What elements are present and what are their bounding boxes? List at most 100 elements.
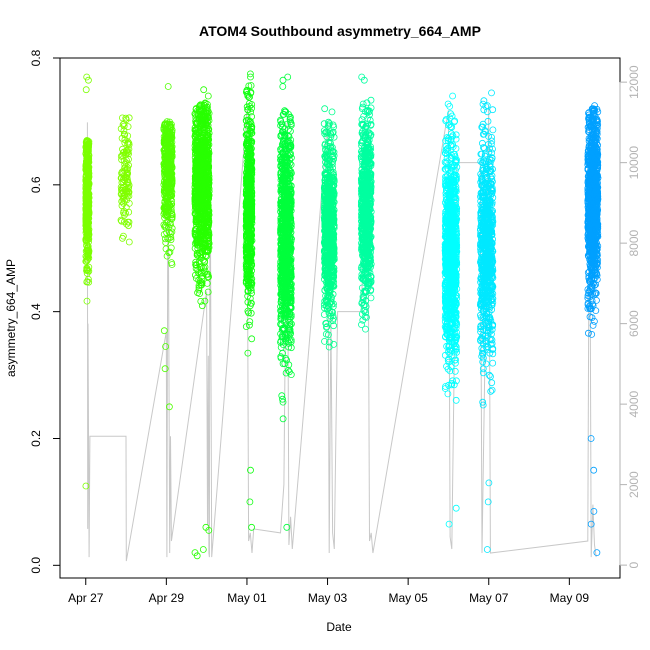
outlier-point xyxy=(161,365,169,373)
data-point xyxy=(168,197,176,205)
data-point xyxy=(83,158,90,165)
data-point xyxy=(83,161,90,169)
data-point xyxy=(85,174,92,182)
scatter-series xyxy=(82,70,602,560)
data-point xyxy=(83,189,91,197)
data-point xyxy=(285,361,293,369)
data-point xyxy=(84,163,92,171)
outlier-point xyxy=(204,92,212,100)
data-point xyxy=(123,220,130,228)
data-point xyxy=(166,148,173,156)
data-point xyxy=(165,162,173,170)
data-point xyxy=(125,141,133,149)
data-point xyxy=(84,182,91,190)
data-point xyxy=(84,234,92,242)
data-point xyxy=(197,297,205,305)
data-point xyxy=(117,216,125,224)
data-point xyxy=(124,218,132,226)
data-point xyxy=(84,193,91,200)
data-point xyxy=(165,186,173,194)
data-point xyxy=(82,257,90,265)
data-point xyxy=(82,184,90,192)
data-point xyxy=(160,230,168,238)
outlier-point xyxy=(248,523,256,531)
chart-title: ATOM4 Southbound asymmetry_664_AMP xyxy=(199,23,481,39)
cluster-4 xyxy=(242,70,256,531)
data-point xyxy=(118,202,126,210)
data-point xyxy=(124,132,132,140)
outlier-point xyxy=(82,86,90,94)
outlier-point xyxy=(165,403,173,411)
data-point xyxy=(83,148,91,156)
data-point xyxy=(164,169,171,177)
data-point xyxy=(162,138,170,146)
data-point xyxy=(82,165,90,173)
data-point xyxy=(85,138,93,146)
outlier-point xyxy=(279,76,287,84)
data-point xyxy=(162,180,170,188)
data-point xyxy=(168,228,176,236)
data-point xyxy=(125,114,133,122)
data-point xyxy=(279,415,287,423)
data-point xyxy=(162,245,170,253)
outlier-point xyxy=(328,108,336,116)
data-point xyxy=(163,137,171,145)
data-point xyxy=(85,263,93,271)
data-point xyxy=(166,202,173,210)
data-point xyxy=(163,218,171,226)
data-point xyxy=(83,297,91,305)
data-point xyxy=(160,126,168,134)
data-point xyxy=(120,232,127,240)
outlier-point xyxy=(199,546,207,553)
data-point xyxy=(118,169,125,177)
data-point xyxy=(82,172,90,180)
outlier-point xyxy=(85,76,92,84)
data-point xyxy=(248,335,256,343)
data-point xyxy=(125,222,132,230)
data-point xyxy=(163,127,171,135)
data-point xyxy=(119,152,126,160)
data-point xyxy=(125,238,133,246)
data-point xyxy=(121,164,129,172)
data-point xyxy=(117,190,125,198)
data-point xyxy=(162,161,170,169)
cluster-0 xyxy=(82,73,93,490)
outlier-point xyxy=(160,327,168,335)
cluster-5 xyxy=(277,73,295,531)
data-point xyxy=(121,174,129,181)
data-point xyxy=(124,148,132,156)
data-point xyxy=(121,218,128,226)
data-point xyxy=(125,208,133,216)
data-point xyxy=(118,134,126,142)
data-point xyxy=(166,144,174,151)
outlier-point xyxy=(279,83,287,90)
data-point xyxy=(162,239,170,246)
data-point xyxy=(118,156,125,164)
data-point xyxy=(161,197,169,205)
outlier-point xyxy=(321,105,329,113)
data-point xyxy=(166,121,174,129)
data-point xyxy=(161,214,169,222)
data-point xyxy=(122,159,130,167)
data-point xyxy=(120,148,128,156)
data-point xyxy=(119,149,127,157)
data-point xyxy=(119,187,126,195)
data-point xyxy=(84,267,92,275)
data-point xyxy=(120,120,128,128)
data-point xyxy=(123,156,130,164)
outlier-point xyxy=(83,73,91,81)
data-point xyxy=(165,189,173,197)
outlier-point xyxy=(82,482,90,490)
data-point xyxy=(82,222,90,230)
data-point xyxy=(164,204,172,212)
data-point xyxy=(121,183,129,191)
data-point xyxy=(168,261,176,268)
data-point xyxy=(163,229,171,237)
cluster-2 xyxy=(160,83,176,411)
data-point xyxy=(82,213,90,221)
data-point xyxy=(167,122,175,130)
data-point xyxy=(164,178,172,186)
data-point xyxy=(164,182,172,190)
